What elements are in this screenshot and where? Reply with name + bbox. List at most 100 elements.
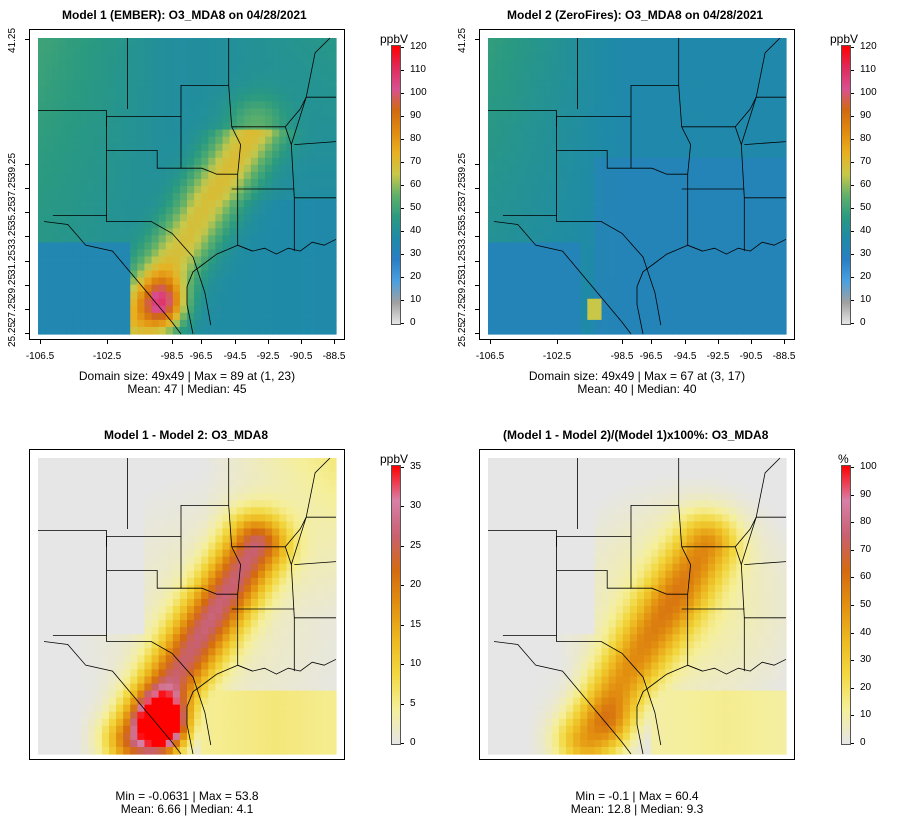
colorbar-tick (401, 116, 404, 117)
y-tick (475, 285, 479, 286)
colorbar-tick-label: 40 (860, 225, 872, 236)
y-tick-label: 39.25 (7, 152, 18, 178)
x-tick-label: -98.5 (160, 351, 184, 362)
y-tick-label: 33.25 (7, 224, 18, 250)
colorbar-tick-label: 10 (860, 709, 872, 721)
panel-model2: Model 2 (ZeroFires): O3_MDA8 on 04/28/20… (450, 0, 900, 420)
y-tick (475, 236, 479, 237)
colorbar-tick (401, 703, 404, 705)
x-tick (40, 340, 41, 344)
colorbar-tick-label: 40 (860, 626, 872, 638)
colorbar-tick-label: 110 (860, 64, 876, 75)
colorbar-tick (851, 715, 854, 717)
panel-title: Model 2 (ZeroFires): O3_MDA8 on 04/28/20… (507, 8, 764, 22)
x-tick (334, 340, 335, 344)
x-tick (784, 340, 785, 344)
colorbar-tick (851, 116, 854, 117)
colorbar-tick (851, 208, 854, 209)
y-tick (25, 188, 29, 189)
map-plot (479, 449, 795, 760)
colorbar-tick-label: 50 (410, 202, 422, 213)
y-tick-label: 41.25 (7, 27, 18, 53)
colorbar-tick (401, 743, 404, 744)
colorbar-tick (851, 632, 854, 634)
y-tick (25, 261, 29, 262)
x-tick (107, 340, 108, 344)
colorbar-tick (851, 494, 854, 496)
stats-line2: Mean: 6.66 | Median: 4.1 (120, 802, 254, 816)
y-tick (25, 39, 29, 40)
colorbar-tick-label: 30 (860, 654, 872, 666)
colorbar-tick-label: 30 (860, 248, 872, 259)
colorbar-tick-label: 20 (860, 271, 872, 282)
y-tick (25, 212, 29, 213)
colorbar-tick (851, 231, 854, 232)
colorbar-tick-label: 30 (410, 248, 422, 259)
colorbar-tick (851, 93, 854, 94)
colorbar-tick (851, 70, 854, 71)
colorbar-tick (851, 185, 854, 186)
y-tick-label: 35.25 (7, 200, 18, 226)
colorbar-tick (851, 549, 854, 551)
colorbar-tick (851, 687, 854, 689)
state-boundaries (488, 37, 787, 335)
colorbar-tick (401, 545, 404, 547)
x-tick-label: -94.5 (223, 351, 247, 362)
x-tick (490, 340, 491, 344)
colorbar-unit: ppbV (380, 452, 409, 466)
x-tick-label: -92.5 (256, 351, 280, 362)
colorbar-tick (851, 254, 854, 255)
x-tick (751, 340, 752, 344)
colorbar-tick-label: 0 (860, 737, 866, 748)
colorbar-tick (851, 323, 854, 324)
stats-line1: Domain size: 49x49 | Max = 89 at (1, 23) (78, 369, 296, 383)
colorbar-tick-label: 90 (410, 110, 422, 121)
colorbar-tick (851, 139, 854, 140)
colorbar-tick (401, 300, 404, 301)
y-tick (475, 333, 479, 334)
colorbar-tick (851, 743, 854, 744)
colorbar-tick-label: 120 (860, 41, 877, 52)
x-tick (172, 340, 173, 344)
x-tick-label: -90.5 (739, 351, 763, 362)
colorbar-tick-label: 60 (860, 179, 872, 190)
stats-line2: Mean: 47 | Median: 45 (127, 382, 247, 396)
colorbar (391, 45, 401, 325)
colorbar-tick (851, 300, 854, 301)
x-tick-label: -106.5 (475, 351, 505, 362)
colorbar-tick-label: 20 (410, 579, 422, 591)
y-tick (475, 188, 479, 189)
map-svg (488, 457, 787, 755)
colorbar-tick (401, 208, 404, 209)
colorbar-tick (851, 577, 854, 579)
colorbar-tick (401, 93, 404, 94)
grid-cells (38, 458, 337, 755)
colorbar-tick (401, 254, 404, 255)
y-tick-label: 27.25 (7, 297, 18, 323)
colorbar-tick-label: 60 (410, 179, 422, 190)
x-tick-label: -96.5 (189, 351, 213, 362)
colorbar-tick-label: 0 (860, 317, 866, 328)
panel-title: (Model 1 - Model 2)/(Model 1)x100%: O3_M… (503, 428, 769, 442)
map-plot (479, 29, 795, 340)
colorbar-tick-label: 40 (410, 225, 422, 236)
colorbar-tick-label: 80 (860, 516, 872, 528)
grid-cells (38, 38, 337, 335)
colorbar-tick (401, 585, 404, 587)
y-tick-label: 29.25 (7, 273, 18, 299)
x-tick (201, 340, 202, 344)
colorbar-unit: ppbV (380, 32, 409, 46)
colorbar-tick (851, 467, 854, 468)
x-tick-label: -88.5 (772, 351, 796, 362)
colorbar-tick (851, 47, 854, 48)
x-tick-label: -102.5 (92, 351, 122, 362)
colorbar-tick-label: 0 (410, 317, 416, 328)
colorbar-tick (851, 660, 854, 662)
colorbar-tick (401, 277, 404, 278)
map-plot (29, 449, 345, 760)
y-tick (25, 285, 29, 286)
y-tick (25, 164, 29, 165)
colorbar-tick (401, 139, 404, 140)
colorbar-tick-label: 30 (410, 500, 422, 512)
colorbar-unit: ppbV (830, 32, 859, 46)
